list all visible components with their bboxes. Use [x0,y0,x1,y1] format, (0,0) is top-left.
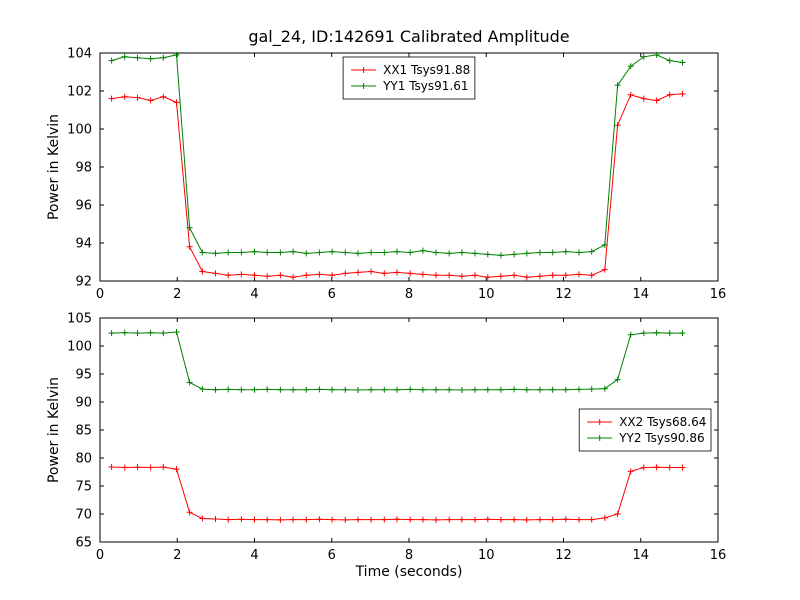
x-tick-label: 14 [632,548,649,563]
legend-label: XX1 Tsys91.88 [383,63,470,77]
x-tick-label: 4 [250,287,258,302]
x-tick-label: 14 [632,287,649,302]
legend-label: YY2 Tsys90.86 [618,431,704,445]
legend-sample-marker [360,83,367,89]
x-tick-label: 8 [405,548,413,563]
y-tick-label: 70 [75,508,92,523]
axis-ticks [99,317,719,543]
y-tick-label: 92 [75,275,92,290]
legend-box [578,408,712,452]
x-tick-label: 6 [328,287,336,302]
x-tick-label: 2 [173,548,181,563]
x-tick-label: 4 [250,548,258,563]
x-tick-label: 16 [710,548,727,563]
chart-title: gal_24, ID:142691 Calibrated Amplitude [248,27,569,47]
y-axis-label: Power in Kelvin [46,377,62,483]
y-tick-label: 80 [75,452,92,467]
y-tick-label: 96 [75,199,92,214]
x-tick-label: 6 [328,548,336,563]
legend-box [342,56,476,100]
x-tick-label: 10 [478,548,495,563]
y-tick-label: 98 [75,161,92,176]
series-markers-yy2 [108,329,686,393]
y-tick-label: 75 [75,480,92,495]
legend-label: YY1 Tsys91.61 [382,79,468,93]
legend-label: XX2 Tsys68.64 [619,415,706,429]
x-tick-label: 0 [96,548,104,563]
x-tick-label: 2 [173,287,181,302]
legend-sample-marker [596,419,603,425]
y-tick-label: 95 [75,368,92,383]
y-tick-label: 100 [67,123,92,138]
y-tick-label: 85 [75,424,92,439]
x-tick-label: 10 [478,287,495,302]
y-tick-label: 102 [67,85,92,100]
y-tick-label: 90 [75,396,92,411]
x-tick-label: 0 [96,287,104,302]
x-tick-label: 12 [555,548,572,563]
y-tick-label: 94 [75,237,92,252]
x-tick-label: 16 [710,287,727,302]
legend-sample-marker [596,435,603,441]
y-axis-label: Power in Kelvin [46,114,62,220]
legend-sample-marker [360,67,367,73]
y-tick-label: 65 [75,536,92,551]
y-tick-label: 104 [67,47,92,62]
series-markers-xx2 [108,464,686,523]
x-axis-label: Time (seconds) [355,564,463,580]
series-markers-xx1 [108,90,686,281]
y-tick-label: 100 [67,340,92,355]
series-markers-yy1 [108,51,686,259]
x-tick-label: 8 [405,287,413,302]
x-tick-label: 12 [555,287,572,302]
y-tick-label: 105 [67,312,92,327]
